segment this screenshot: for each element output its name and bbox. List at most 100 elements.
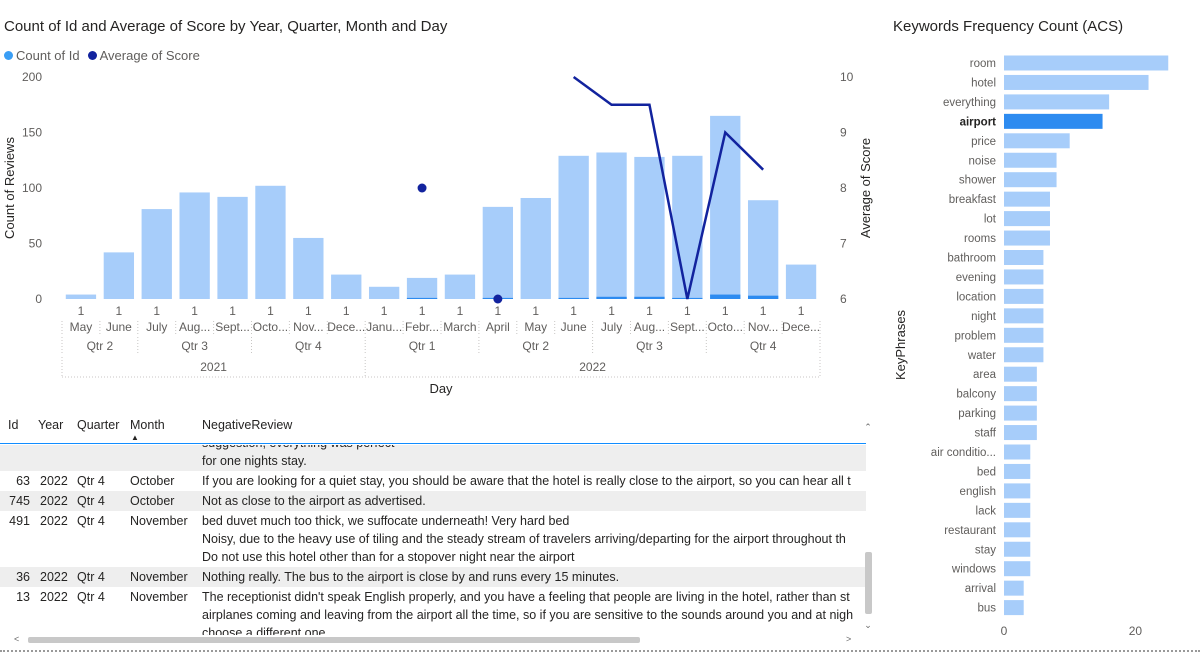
quarter-tick-label: Qtr 3	[636, 339, 663, 353]
table-row[interactable]: 13 2022 Qtr 4 November The receptionist didn…	[0, 587, 866, 635]
keyword-label: price	[971, 136, 996, 148]
month-tick-label: Dece...	[782, 320, 820, 334]
month-tick-label: Nov...	[748, 320, 778, 334]
cell-month: November	[130, 514, 188, 528]
count-bar	[103, 252, 135, 299]
keyword-label: noise	[969, 155, 997, 167]
keyword-bar	[1004, 74, 1149, 90]
day-tick-label: 1	[495, 304, 502, 318]
keyword-bar	[1004, 308, 1044, 324]
legend-label: Count of Id	[16, 48, 80, 63]
cell-id: 745	[9, 494, 30, 508]
column-header-quarter[interactable]: Quarter	[77, 418, 120, 432]
keyword-bar	[1004, 463, 1031, 479]
y-tick-label: 200	[22, 70, 42, 84]
scroll-down-icon[interactable]: ⌄	[864, 620, 872, 630]
legend-label: Average of Score	[99, 48, 200, 63]
keyword-bar	[1004, 347, 1044, 363]
keyword-bar	[1004, 600, 1024, 616]
keyword-bar	[1004, 541, 1031, 557]
keyword-bar	[1004, 113, 1103, 129]
keyword-bar	[1004, 211, 1050, 227]
month-tick-label: June	[106, 320, 132, 334]
y2-tick-label: 10	[840, 70, 854, 84]
keyword-label: area	[973, 369, 997, 381]
column-header-negative-review[interactable]: NegativeReview	[202, 418, 293, 432]
count-bar	[596, 152, 627, 299]
day-tick-label: 1	[229, 304, 236, 318]
cell-negative-review: suggestion, everything was perfect for o…	[202, 445, 394, 468]
y2-tick-label: 6	[840, 292, 847, 306]
vertical-scroll-thumb[interactable]	[865, 552, 872, 614]
day-tick-label: 1	[343, 304, 350, 318]
keyword-label: everything	[943, 97, 996, 109]
keyword-label: air conditio...	[931, 447, 996, 459]
day-tick-label: 1	[116, 304, 123, 318]
keyword-bar	[1004, 250, 1044, 265]
month-tick-label: June	[561, 320, 587, 334]
count-bar-filtered	[747, 295, 779, 299]
horizontal-scroll-thumb[interactable]	[28, 637, 640, 643]
table-row[interactable]: 745 2022 Qtr 4 October Not as close to the a…	[0, 491, 866, 511]
month-tick-label: July	[146, 320, 167, 334]
scroll-right-icon[interactable]: >	[846, 634, 852, 644]
keyword-label: lot	[984, 214, 997, 226]
keyword-bar	[1004, 152, 1057, 168]
legend-average-of-score[interactable]: Average of Score	[87, 48, 200, 63]
cell-quarter: Qtr 4	[77, 494, 105, 508]
day-tick-label: 1	[78, 304, 85, 318]
scroll-up-icon[interactable]: ⌃	[864, 422, 872, 432]
quarter-tick-label: Qtr 2	[522, 339, 549, 353]
keyword-bar	[1004, 580, 1024, 596]
month-tick-label: Febr...	[405, 320, 439, 334]
month-tick-label: May	[524, 320, 547, 334]
y2-axis-title: Average of Score	[858, 138, 873, 238]
review-table: Id Year Quarter Month ▲ NegativeReview s…	[0, 412, 875, 652]
table-row[interactable]: 491 2022 Qtr 4 November bed duvet much too t…	[0, 511, 866, 567]
month-tick-label: Aug...	[634, 320, 665, 334]
keyword-label: airport	[960, 116, 997, 128]
quarter-tick-label: Qtr 4	[750, 339, 777, 353]
keyword-bar	[1004, 561, 1031, 577]
day-tick-label: 1	[760, 304, 767, 318]
score-line	[572, 75, 765, 300]
column-header-year[interactable]: Year	[38, 418, 64, 432]
column-header-id[interactable]: Id	[8, 418, 19, 432]
combo-chart: 0 50 100 150 200 6 7 8 9 10 Count of Reviews Averag…	[2, 70, 873, 396]
quarter-tick-label: Qtr 4	[295, 339, 322, 353]
cell-negative-review: Not as close to the airport as advertise…	[202, 494, 426, 508]
count-bar	[179, 192, 210, 299]
keyword-bar	[1004, 269, 1044, 285]
keyword-label: stay	[975, 544, 996, 556]
month-tick-label: Sept...	[215, 320, 250, 334]
month-tick-label: Octo...	[253, 320, 288, 334]
keyword-bar	[1004, 172, 1057, 188]
vertical-scrollbar[interactable]: ⌃ ⌄	[862, 422, 874, 632]
legend-count-of-id[interactable]: Count of Id	[4, 48, 80, 63]
table-row[interactable]: suggestion, everything was perfect for o…	[0, 445, 866, 471]
keyword-chart: room hotel everything airport price noise show…	[893, 55, 1169, 638]
quarter-tick-label: Qtr 1	[409, 339, 436, 353]
day-tick-label: 1	[267, 304, 274, 318]
day-tick-label: 1	[381, 304, 388, 318]
horizontal-scrollbar[interactable]: < >	[0, 634, 866, 646]
count-bar	[482, 206, 514, 299]
day-tick-label: 1	[646, 304, 653, 318]
column-header-month[interactable]: Month	[130, 418, 165, 432]
scroll-left-icon[interactable]: <	[14, 634, 20, 644]
y2-tick-label: 7	[840, 237, 847, 251]
count-bar-filtered	[558, 297, 589, 299]
table-row[interactable]: 63 2022 Qtr 4 October If you are looking for…	[0, 471, 866, 491]
cell-id: 63	[16, 474, 30, 488]
table-row[interactable]: 36 2022 Qtr 4 November Nothing really. The b…	[0, 567, 866, 587]
day-tick-label: 1	[570, 304, 577, 318]
count-bar	[368, 286, 400, 299]
cell-year: 2022	[40, 494, 68, 508]
keyword-label: restaurant	[944, 525, 997, 537]
cell-id: 491	[9, 514, 30, 528]
count-bar	[217, 196, 248, 299]
y2-tick-label: 8	[840, 181, 847, 195]
cell-month: November	[130, 590, 188, 604]
count-bar	[406, 277, 438, 299]
cell-quarter: Qtr 4	[77, 474, 105, 488]
